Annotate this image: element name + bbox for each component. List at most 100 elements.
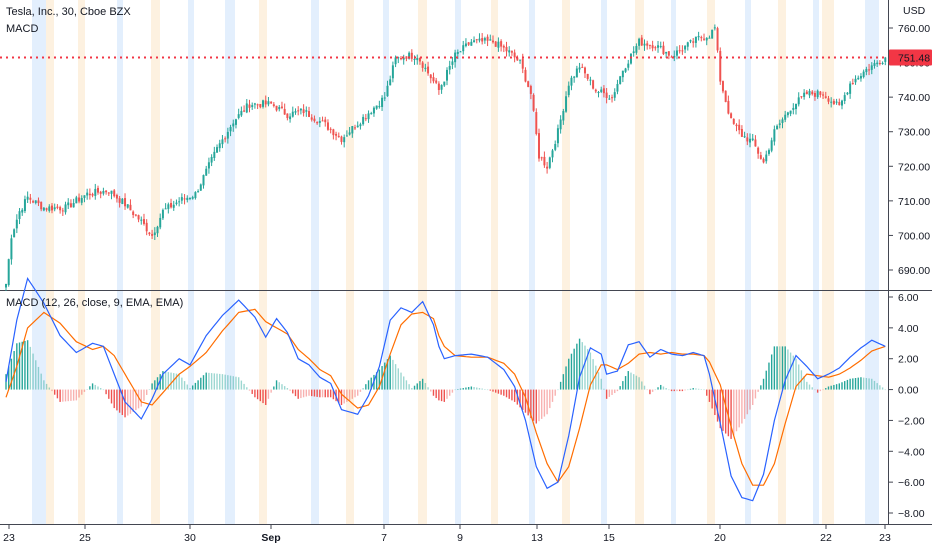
histogram-bar [132, 389, 134, 412]
histogram-bar [654, 389, 657, 391]
candle-body [372, 107, 375, 114]
histogram-bar [346, 389, 348, 402]
candle-body [827, 98, 830, 102]
histogram-bar [676, 389, 678, 392]
histogram-bar [586, 349, 589, 390]
candle-body [294, 111, 297, 113]
macd-axis[interactable]: 6.00 4.00 2.00 0.00 −2.00 −4.00 −6.00 −8.00 [888, 292, 925, 520]
histogram-bar [760, 385, 762, 390]
candle-body [640, 37, 643, 46]
last-price-value: 751.48 [898, 52, 930, 64]
candle-body [857, 77, 860, 80]
candle-body [765, 154, 768, 162]
candle-body [851, 83, 854, 85]
candle-body [481, 38, 484, 42]
histogram-bar [135, 389, 137, 411]
histogram-bar [137, 389, 140, 409]
histogram-bar [497, 389, 500, 394]
histogram-bar [511, 389, 513, 401]
candle-body [657, 45, 660, 48]
histogram-bar [186, 384, 188, 390]
session-band [671, 0, 676, 524]
candle-body [778, 123, 781, 125]
time-tick-label: 9 [457, 532, 463, 544]
histogram-bar [711, 389, 713, 409]
candle-body [199, 184, 202, 191]
candle-body [94, 188, 97, 196]
candle-body [594, 89, 597, 92]
histogram-bar [803, 376, 805, 390]
candle-body [581, 66, 584, 68]
candle-body [700, 37, 703, 39]
histogram-bar [189, 388, 191, 390]
candle-body [118, 198, 121, 203]
candle-body [573, 76, 576, 78]
histogram-bar [849, 378, 851, 390]
histogram-bar [838, 383, 841, 390]
candle-body [151, 234, 154, 236]
candle-body [727, 100, 730, 114]
session-band [745, 0, 751, 524]
histogram-bar [830, 385, 832, 390]
candle-body [29, 197, 32, 200]
histogram-bar [262, 389, 264, 404]
candle-body [102, 190, 105, 194]
histogram-bar [8, 366, 10, 390]
candle-body [559, 119, 562, 130]
histogram-bar [167, 372, 170, 390]
indicator-short-label[interactable]: MACD [6, 23, 38, 35]
candle-body [5, 283, 7, 288]
candle-body [684, 46, 687, 50]
histogram-bar [286, 388, 289, 390]
histogram-bar [51, 389, 53, 392]
histogram-bar [467, 387, 470, 390]
symbol-title[interactable]: Tesla, Inc., 30, Cboe BZX [6, 6, 131, 18]
session-band [259, 0, 267, 524]
session-band [562, 0, 570, 524]
histogram-bar [81, 389, 83, 395]
histogram-bar [576, 343, 578, 390]
histogram-bar [221, 374, 224, 390]
candle-body [713, 27, 716, 29]
histogram-bar [581, 342, 583, 390]
candle-body [351, 126, 354, 134]
histogram-bar [600, 378, 602, 390]
histogram-bar [616, 389, 619, 392]
candle-body [797, 97, 800, 105]
histogram-bar [59, 389, 61, 402]
macd-title[interactable]: MACD (12, 26, close, 9, EMA, EMA) [6, 297, 183, 309]
histogram-bar [630, 372, 632, 390]
candle-body [245, 103, 248, 113]
histogram-bar [435, 389, 437, 399]
histogram-bar [776, 346, 778, 390]
candle-body [513, 52, 516, 58]
candle-body [881, 62, 884, 64]
candle-body [767, 150, 770, 154]
candle-body [781, 119, 784, 123]
candle-body [375, 105, 378, 109]
histogram-bar [173, 373, 175, 390]
histogram-bar [327, 389, 329, 398]
histogram-bar [449, 389, 451, 396]
histogram-bar [232, 376, 234, 390]
histogram-bar [678, 389, 681, 392]
candle-body [386, 85, 389, 97]
candle-body [816, 90, 819, 98]
candle-body [770, 140, 773, 151]
session-band [117, 0, 123, 524]
histogram-bar [375, 372, 378, 390]
time-axis[interactable]: 23 25 30 Sep 7 9 13 15 20 22 23 [3, 524, 891, 544]
price-tick-label: 700.00 [898, 230, 930, 242]
histogram-bar [532, 389, 535, 421]
session-band [188, 0, 194, 524]
candle-body [510, 51, 513, 53]
candle-body [137, 215, 140, 220]
histogram-bar [873, 380, 876, 390]
candle-body [543, 156, 546, 166]
histogram-bar [338, 389, 340, 404]
price-tick-label: 730.00 [898, 127, 930, 139]
candle-body [838, 101, 841, 106]
candle-body [329, 128, 332, 130]
candle-body [159, 217, 162, 228]
